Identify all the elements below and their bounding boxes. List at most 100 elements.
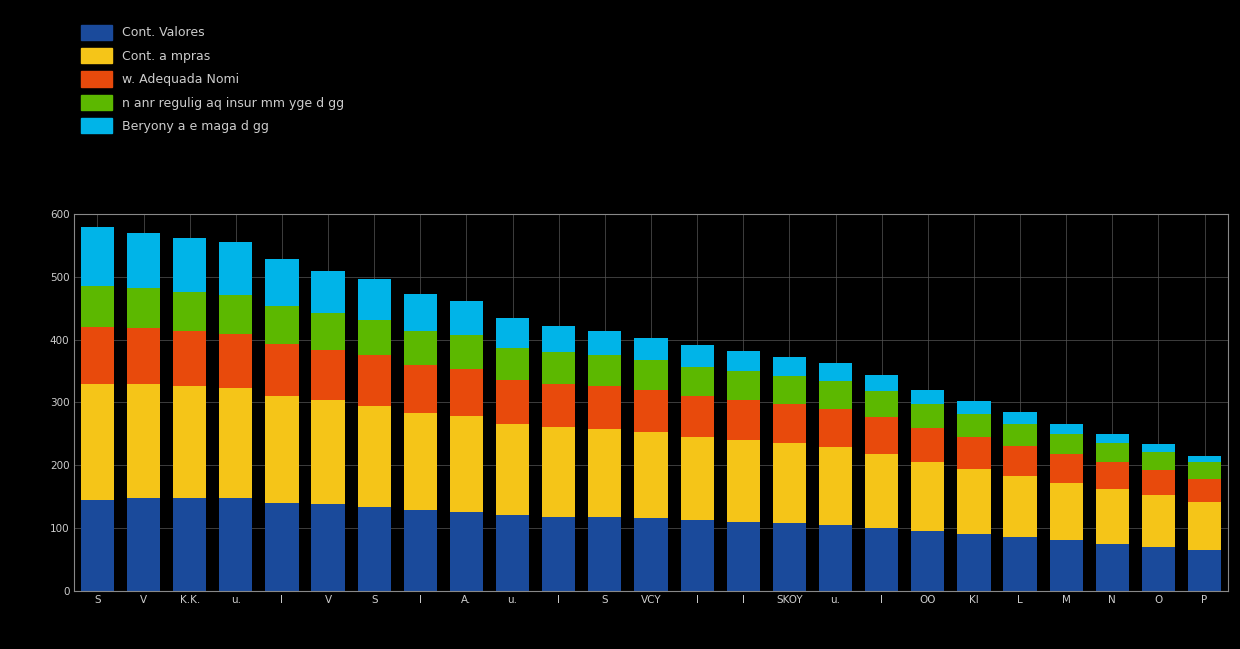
- Bar: [219, 388, 253, 498]
- Bar: [357, 355, 391, 406]
- Bar: [81, 384, 114, 500]
- Bar: [1188, 456, 1221, 462]
- Bar: [681, 437, 714, 520]
- Bar: [818, 447, 852, 524]
- Bar: [635, 360, 667, 391]
- Bar: [404, 510, 436, 591]
- Bar: [1142, 546, 1176, 591]
- Bar: [311, 400, 345, 504]
- Bar: [450, 300, 484, 336]
- Bar: [818, 409, 852, 447]
- Bar: [911, 428, 945, 462]
- Bar: [635, 519, 667, 591]
- Bar: [911, 462, 945, 531]
- Bar: [866, 375, 898, 391]
- Bar: [773, 376, 806, 404]
- Bar: [357, 319, 391, 355]
- Bar: [357, 279, 391, 319]
- Bar: [1142, 470, 1176, 495]
- Bar: [911, 390, 945, 404]
- Bar: [1003, 424, 1037, 446]
- Bar: [681, 345, 714, 367]
- Bar: [727, 400, 760, 440]
- Legend: Cont. Valores, Cont. a mpras, w. Adequada Nomi, n anr regulig aq insur mm yge d : Cont. Valores, Cont. a mpras, w. Adequad…: [81, 25, 343, 134]
- Bar: [1003, 537, 1037, 591]
- Bar: [866, 391, 898, 417]
- Bar: [1096, 544, 1128, 591]
- Bar: [818, 363, 852, 381]
- Bar: [219, 295, 253, 334]
- Bar: [265, 306, 299, 344]
- Bar: [588, 355, 621, 386]
- Bar: [174, 386, 206, 498]
- Bar: [174, 238, 206, 292]
- Bar: [1049, 424, 1083, 434]
- Bar: [357, 507, 391, 591]
- Bar: [1188, 479, 1221, 502]
- Bar: [588, 386, 621, 429]
- Bar: [450, 511, 484, 591]
- Bar: [404, 295, 436, 331]
- Bar: [404, 331, 436, 365]
- Bar: [542, 517, 575, 591]
- Bar: [450, 336, 484, 369]
- Bar: [957, 401, 991, 413]
- Bar: [219, 334, 253, 388]
- Bar: [681, 520, 714, 591]
- Bar: [126, 328, 160, 384]
- Bar: [311, 313, 345, 350]
- Bar: [542, 428, 575, 517]
- Bar: [911, 531, 945, 591]
- Bar: [957, 413, 991, 437]
- Bar: [866, 454, 898, 528]
- Bar: [1049, 541, 1083, 591]
- Bar: [957, 437, 991, 469]
- Bar: [1096, 489, 1128, 544]
- Bar: [174, 332, 206, 386]
- Bar: [404, 365, 436, 413]
- Bar: [219, 498, 253, 591]
- Bar: [81, 500, 114, 591]
- Bar: [542, 326, 575, 352]
- Bar: [126, 498, 160, 591]
- Bar: [588, 332, 621, 355]
- Bar: [311, 504, 345, 591]
- Bar: [496, 348, 529, 380]
- Bar: [126, 288, 160, 328]
- Bar: [81, 286, 114, 327]
- Bar: [265, 260, 299, 306]
- Bar: [1003, 446, 1037, 476]
- Bar: [911, 404, 945, 428]
- Bar: [265, 344, 299, 396]
- Bar: [450, 369, 484, 416]
- Bar: [773, 443, 806, 523]
- Bar: [1049, 483, 1083, 541]
- Bar: [404, 413, 436, 510]
- Bar: [542, 384, 575, 428]
- Bar: [496, 424, 529, 515]
- Bar: [957, 534, 991, 591]
- Bar: [1096, 434, 1128, 443]
- Bar: [635, 391, 667, 432]
- Bar: [1049, 454, 1083, 483]
- Bar: [357, 406, 391, 507]
- Bar: [681, 367, 714, 396]
- Bar: [773, 523, 806, 591]
- Bar: [1142, 452, 1176, 470]
- Bar: [81, 227, 114, 286]
- Bar: [1142, 445, 1176, 452]
- Bar: [1049, 434, 1083, 454]
- Bar: [174, 292, 206, 332]
- Bar: [219, 242, 253, 295]
- Bar: [1003, 476, 1037, 537]
- Bar: [866, 528, 898, 591]
- Bar: [1188, 550, 1221, 591]
- Bar: [1142, 495, 1176, 546]
- Bar: [311, 350, 345, 400]
- Bar: [174, 498, 206, 591]
- Bar: [773, 357, 806, 376]
- Bar: [311, 271, 345, 313]
- Bar: [496, 515, 529, 591]
- Bar: [818, 524, 852, 591]
- Bar: [450, 416, 484, 511]
